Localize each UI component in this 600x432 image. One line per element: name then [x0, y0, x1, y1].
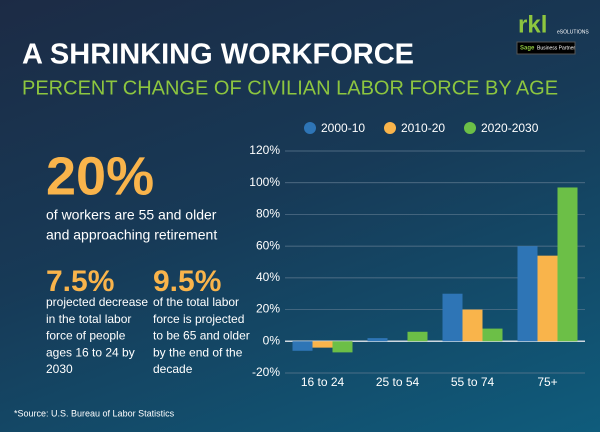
logo-mark: rkl — [518, 11, 547, 38]
legend-marker — [304, 122, 316, 134]
legend-label: 2010-20 — [401, 121, 445, 135]
x-tick-label: 16 to 24 — [301, 375, 345, 389]
bar — [462, 309, 483, 342]
stat-text: decade — [153, 362, 193, 376]
stat-text: by the end of the — [153, 345, 243, 359]
stat-text: of workers are 55 and older — [46, 207, 217, 223]
stat-text: of the total labor — [153, 295, 239, 309]
legend-marker — [464, 122, 476, 134]
y-tick-label: 80% — [256, 207, 280, 221]
legend-marker — [384, 122, 396, 134]
stat-text: in the total labor — [46, 312, 131, 326]
stat-value: 7.5% — [46, 265, 114, 298]
subtitle: PERCENT CHANGE OF CIVILIAN LABOR FORCE B… — [22, 77, 558, 99]
y-tick-label: 60% — [256, 238, 280, 252]
bar — [442, 293, 463, 342]
bar — [367, 338, 388, 342]
badge-brand: Sage — [520, 46, 535, 52]
stat-text: 2030 — [46, 362, 73, 376]
title: A SHRINKING WORKFORCE — [22, 39, 414, 71]
stat-text: and approaching retirement — [46, 227, 217, 243]
y-tick-label: 20% — [256, 302, 280, 316]
stat-text: force of people — [46, 329, 126, 343]
x-tick-label: 55 to 74 — [451, 375, 495, 389]
bar — [407, 331, 428, 342]
bar — [332, 341, 353, 353]
y-tick-label: 40% — [256, 270, 280, 284]
stat-text: to be 65 and older — [153, 329, 250, 343]
y-tick-label: 0% — [263, 333, 281, 347]
y-tick-label: 100% — [249, 175, 280, 189]
stat-text: ages 16 to 24 by — [46, 345, 135, 359]
stat-text: projected decrease — [46, 295, 148, 309]
stat-value: 20% — [46, 146, 154, 206]
legend-label: 2020-2030 — [481, 121, 539, 135]
badge — [516, 41, 576, 55]
bar — [482, 328, 503, 342]
x-tick-label: 25 to 54 — [376, 375, 420, 389]
logo-name: eSOLUTIONS — [557, 29, 589, 35]
legend-label: 2000-10 — [321, 121, 365, 135]
source: *Source: U.S. Bureau of Labor Statistics — [14, 408, 175, 418]
bar — [537, 255, 558, 342]
stat-text: force is projected — [153, 312, 244, 326]
badge-text: Business Partner — [537, 45, 575, 51]
y-tick-label: 120% — [249, 143, 280, 157]
stat-value: 9.5% — [153, 265, 221, 298]
bar — [557, 187, 578, 342]
bar — [517, 246, 538, 342]
bar — [292, 341, 313, 351]
y-tick-label: -20% — [252, 365, 280, 379]
bar — [312, 341, 333, 348]
x-tick-label: 75+ — [537, 375, 557, 389]
